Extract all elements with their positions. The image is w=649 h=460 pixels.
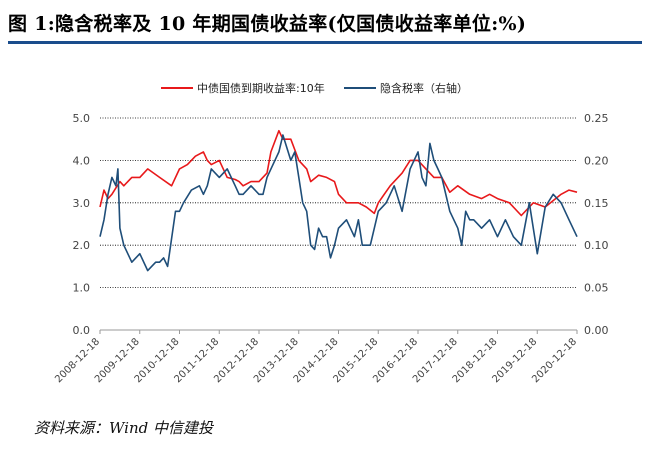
y-left-tick-label: 4.0: [73, 154, 91, 167]
y-right-tick-label: 0.25: [584, 112, 609, 125]
y-right-tick-label: 0.05: [584, 282, 609, 295]
title-rule: [8, 41, 642, 44]
legend-label-yield: 中债国债到期收益率:10年: [197, 81, 325, 95]
y-left-tick-label: 3.0: [73, 197, 91, 210]
y-left-tick-label: 1.0: [73, 282, 91, 295]
y-left-tick-label: 5.0: [73, 112, 91, 125]
figure-title: 图 1:隐含税率及 10 年期国债收益率(仅国债收益率单位:%): [8, 13, 527, 35]
y-right-tick-label: 0.15: [584, 197, 609, 210]
y-right-tick-label: 0.00: [584, 324, 609, 337]
y-right-tick-label: 0.10: [584, 239, 609, 252]
series-line-yield: [99, 129, 578, 217]
chart: 0.0 1.0 2.0 3.0 4.0 5.0 0.00 0.05 0.10 0.15 0.20 0.…: [53, 81, 609, 385]
y-left-tick-label: 2.0: [73, 239, 91, 252]
y-left-tick-label: 0.0: [73, 324, 91, 337]
y-right-tick-label: 0.20: [584, 154, 609, 167]
legend-label-implied-tax: 隐含税率（右轴）: [380, 81, 468, 95]
source-note: 资料来源：Wind 中信建投: [34, 419, 213, 437]
series-line-implied-tax: [99, 134, 578, 272]
